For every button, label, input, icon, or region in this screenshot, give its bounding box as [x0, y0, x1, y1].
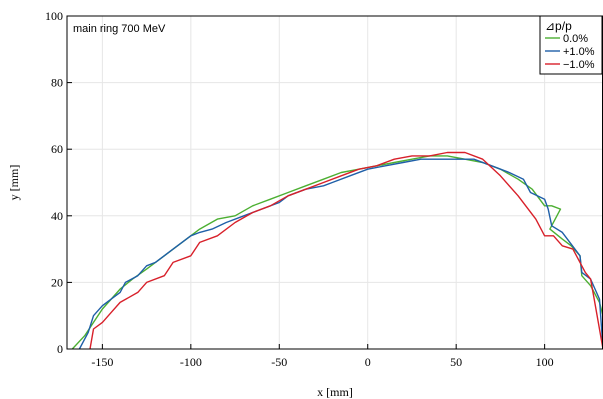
legend-title: ⊿p/p [545, 19, 572, 33]
y-tick-label: 40 [51, 209, 63, 223]
y-tick-label: 80 [51, 76, 63, 90]
legend-items: 0.0%+1.0%−1.0% [545, 33, 595, 71]
series-line [78, 158, 603, 350]
chart-annotation: main ring 700 MeV [73, 23, 166, 35]
x-tick-label: -150 [91, 355, 113, 369]
legend-entry-label: 0.0% [563, 33, 588, 45]
y-axis-label: y [mm] [7, 165, 21, 201]
x-tick-label: 100 [536, 355, 554, 369]
series-line [71, 155, 603, 350]
x-tick-label: -50 [271, 355, 287, 369]
legend-entry-label: +1.0% [563, 46, 595, 58]
x-tick-label: 0 [365, 355, 371, 369]
y-tick-label: 20 [51, 275, 63, 289]
legend-entry-label: −1.0% [563, 59, 595, 71]
legend: ⊿p/p 0.0%+1.0%−1.0% [539, 15, 603, 75]
axis-ticks: -150 -100 -50 0 50 100 0 20 40 60 80 100 [45, 9, 554, 369]
y-tick-label: 100 [45, 9, 63, 23]
y-tick-label: 60 [51, 142, 63, 156]
series-line [89, 151, 603, 350]
x-tick-label: 50 [450, 355, 462, 369]
x-tick-label: -100 [180, 355, 202, 369]
x-axis-label: x [mm] [317, 385, 353, 399]
series-layer [71, 151, 603, 350]
y-tick-label: 0 [57, 342, 63, 356]
